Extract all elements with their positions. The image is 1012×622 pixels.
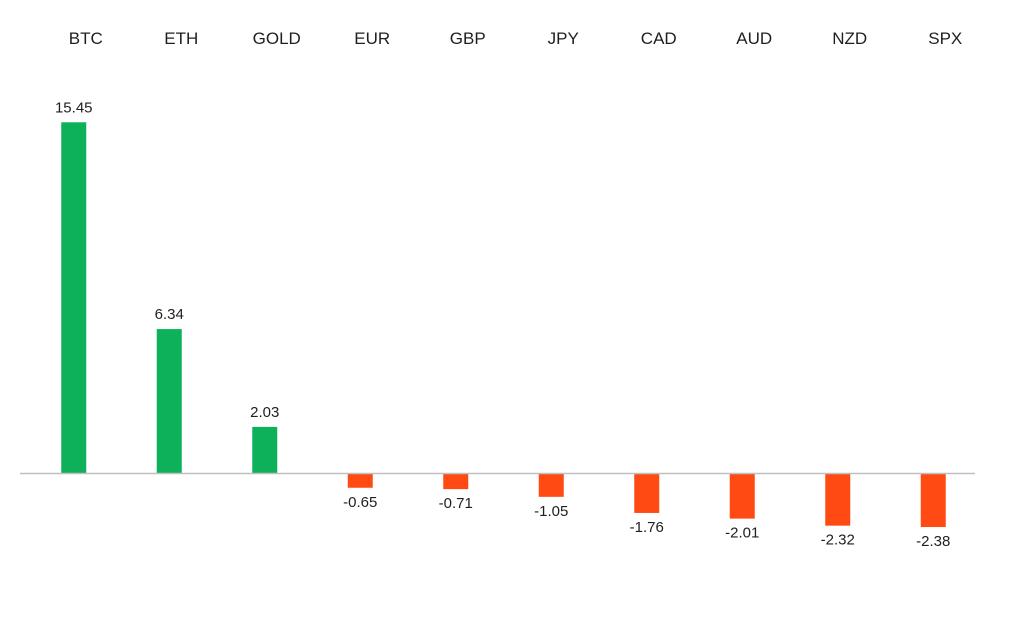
category-label-eth: ETH (164, 29, 198, 48)
bar-btc (61, 122, 87, 473)
value-label-cad: -1.76 (630, 519, 664, 536)
category-label-gold: GOLD (253, 29, 301, 48)
value-label-nzd: -2.32 (821, 532, 855, 549)
value-label-gbp: -0.71 (439, 495, 473, 512)
category-label-aud: AUD (736, 29, 772, 48)
value-label-eur: -0.65 (343, 494, 377, 511)
bar-gbp (443, 473, 469, 490)
value-label-eth: 6.34 (155, 306, 184, 323)
bar-nzd (825, 473, 851, 526)
value-label-jpy: -1.05 (534, 503, 568, 520)
bar-eth (156, 329, 182, 473)
bar-jpy (538, 473, 564, 497)
value-label-aud: -2.01 (725, 525, 759, 542)
value-label-gold: 2.03 (250, 404, 279, 421)
bar-gold (252, 426, 278, 473)
category-label-gbp: GBP (450, 29, 486, 48)
bar-spx (920, 473, 946, 528)
category-label-btc: BTC (69, 29, 103, 48)
category-label-spx: SPX (928, 29, 962, 48)
value-label-spx: -2.38 (916, 533, 950, 550)
category-label-cad: CAD (641, 29, 677, 48)
category-label-jpy: JPY (548, 29, 579, 48)
bar-cad (634, 473, 660, 513)
bar-aud (729, 473, 755, 519)
bar-eur (347, 473, 373, 488)
bars (61, 122, 946, 528)
category-labels: BTC ETH GOLD EUR GBP JPY CAD AUD NZD SPX (69, 29, 963, 48)
value-labels: 15.45 6.34 2.03 -0.65 -0.71 -1.05 -1.76 -2.01 -2… (55, 99, 950, 550)
category-label-nzd: NZD (832, 29, 867, 48)
value-label-btc: 15.45 (55, 99, 93, 116)
category-label-eur: EUR (354, 29, 390, 48)
